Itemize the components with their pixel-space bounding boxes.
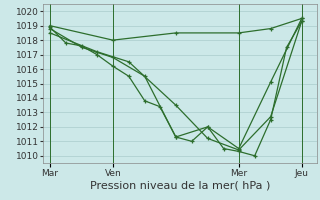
X-axis label: Pression niveau de la mer( hPa ): Pression niveau de la mer( hPa ) [90, 180, 270, 190]
